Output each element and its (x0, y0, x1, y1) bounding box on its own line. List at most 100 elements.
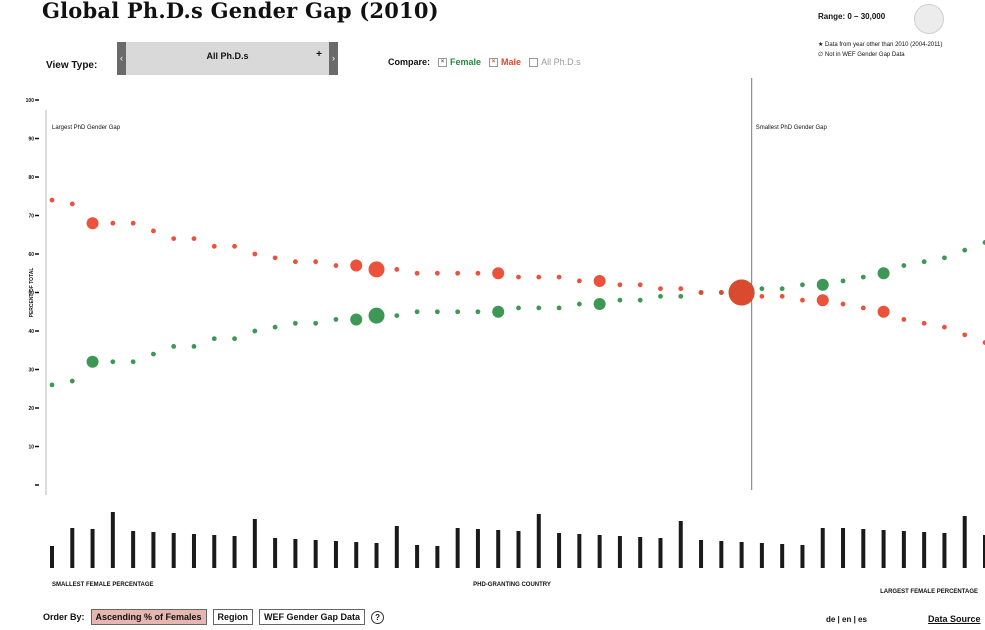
male-point (69, 201, 75, 207)
female-point (576, 301, 582, 307)
country-label-mark (962, 516, 967, 568)
checkbox-checked-icon[interactable]: × (438, 57, 448, 67)
male-point (110, 220, 116, 226)
country-label-mark (658, 538, 663, 568)
female-point (414, 309, 420, 315)
order-ascending-button[interactable]: Ascending % of Females (90, 609, 207, 625)
country-label-mark (983, 535, 985, 568)
next-arrow-icon[interactable]: › (329, 42, 338, 75)
y-axis-label: PERCENT OF TOTAL (29, 268, 35, 318)
male-point (982, 340, 985, 345)
female-point (617, 297, 623, 303)
male-point (860, 305, 866, 311)
male-point (816, 294, 829, 307)
female-point (637, 297, 643, 303)
y-tick-label: 80 (28, 175, 34, 181)
prev-arrow-icon[interactable]: ‹ (117, 42, 126, 75)
female-point (816, 278, 829, 291)
female-point (252, 328, 258, 334)
checkbox-checked-icon[interactable]: × (489, 57, 499, 67)
country-label-mark (70, 528, 75, 568)
country-label-mark (800, 545, 805, 568)
male-point (475, 270, 481, 276)
male-point (617, 282, 623, 288)
country-label-mark (374, 543, 379, 568)
country-label-mark (354, 542, 359, 568)
compare-label: Compare: (388, 57, 431, 67)
female-point (492, 305, 505, 318)
female-point (232, 336, 237, 342)
male-point (556, 274, 562, 280)
compare-male-label: Male (501, 57, 522, 67)
help-icon[interactable]: ? (371, 610, 385, 624)
y-tick-label: 20 (28, 406, 34, 412)
country-label-mark (90, 529, 95, 568)
compare-all[interactable]: All Ph.D.s (529, 57, 581, 67)
order-by-label: Order By: (43, 612, 85, 622)
male-point (414, 270, 420, 276)
male-point (779, 293, 785, 299)
female-point (171, 344, 177, 349)
country-label-mark (516, 531, 521, 568)
female-point (292, 320, 298, 326)
y-tick-label: 90 (28, 137, 34, 143)
female-point (901, 263, 907, 268)
male-point (901, 317, 907, 322)
language-switcher[interactable]: de | en | es (826, 615, 867, 624)
female-point (434, 309, 440, 315)
female-point (516, 305, 521, 311)
female-point (678, 293, 684, 299)
compare-male[interactable]: × Male (489, 57, 521, 67)
female-point (368, 307, 385, 324)
country-label-mark (719, 541, 724, 568)
male-point (151, 228, 156, 234)
compare-female-label: Female (450, 57, 482, 67)
male-point (394, 267, 400, 272)
bottom-left-label: SMALLEST FEMALE PERCENTAGE (52, 582, 154, 588)
country-label-mark (171, 533, 176, 568)
female-point (333, 317, 339, 322)
compare-female[interactable]: × Female (438, 57, 481, 67)
female-point (921, 259, 927, 265)
country-label-mark (191, 534, 196, 568)
male-point (728, 279, 755, 306)
data-source-link[interactable]: Data Source (928, 614, 981, 624)
male-point (434, 270, 440, 276)
female-point (110, 359, 116, 365)
male-point (232, 243, 237, 249)
country-label-mark (455, 528, 460, 568)
x-axis-label: PHD-GRANTING COUNTRY (473, 582, 551, 588)
view-type-selector[interactable]: ‹ All Ph.D.s + › (117, 42, 338, 75)
legend-notes: ★ Data from year other than 2010 (2004-2… (818, 40, 942, 60)
female-point (49, 382, 55, 388)
plus-icon[interactable]: + (316, 49, 322, 60)
female-point (272, 324, 278, 330)
female-point (394, 313, 400, 318)
country-label-mark (313, 540, 318, 568)
note-year: ★ Data from year other than 2010 (2004-2… (818, 42, 943, 48)
male-point (877, 305, 890, 318)
male-point (455, 270, 461, 276)
country-label-mark (252, 519, 257, 568)
country-label-mark (212, 535, 217, 568)
male-point (962, 332, 968, 338)
country-label-mark (638, 537, 643, 568)
female-point (877, 267, 890, 280)
male-point (658, 286, 663, 292)
male-point (252, 251, 258, 257)
order-wef-button[interactable]: WEF Gender Gap Data (259, 609, 366, 625)
checkbox-empty-icon[interactable] (529, 57, 539, 67)
male-point (350, 259, 363, 272)
y-tick-label: 50 (28, 291, 34, 297)
country-label-mark (394, 526, 399, 568)
country-label-mark (577, 534, 582, 568)
country-label-mark (922, 532, 927, 568)
y-tick-label: 70 (28, 214, 34, 220)
male-point (698, 290, 704, 295)
male-point (333, 263, 339, 268)
male-point (759, 293, 765, 299)
female-point (151, 351, 156, 357)
y-tick-label: 100 (26, 98, 35, 104)
order-region-button[interactable]: Region (212, 609, 254, 625)
country-label-mark (475, 529, 480, 568)
